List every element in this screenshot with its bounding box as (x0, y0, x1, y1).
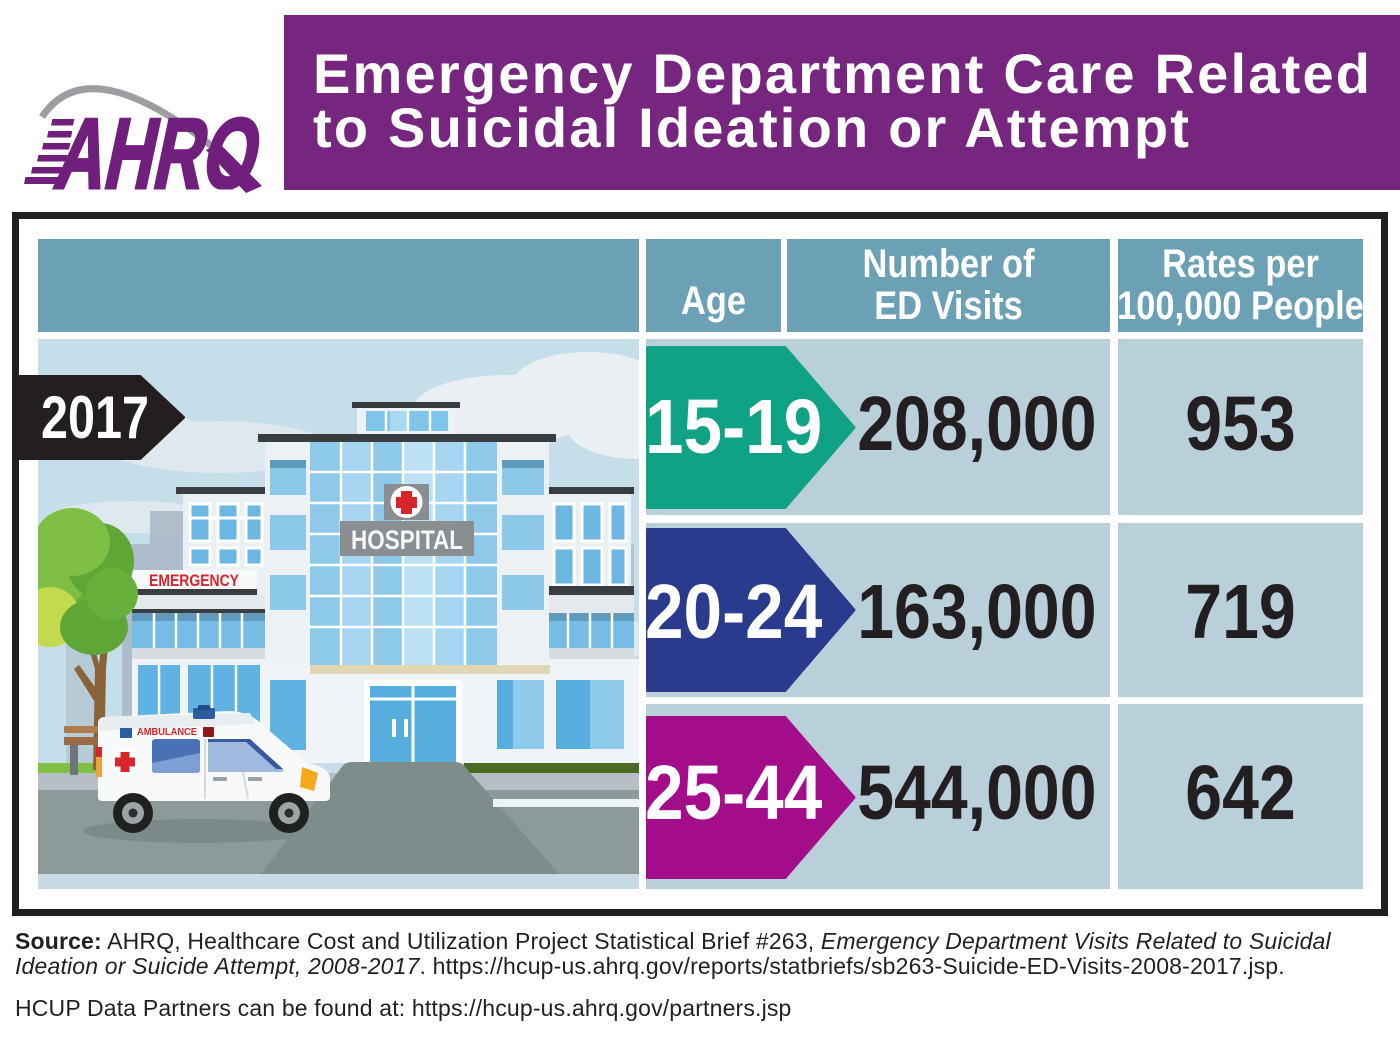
svg-text:HOSPITAL: HOSPITAL (351, 525, 463, 555)
svg-text:EMERGENCY: EMERGENCY (149, 571, 240, 590)
svg-text:AMBULANCE: AMBULANCE (137, 727, 197, 738)
svg-text:2017: 2017 (41, 384, 149, 451)
